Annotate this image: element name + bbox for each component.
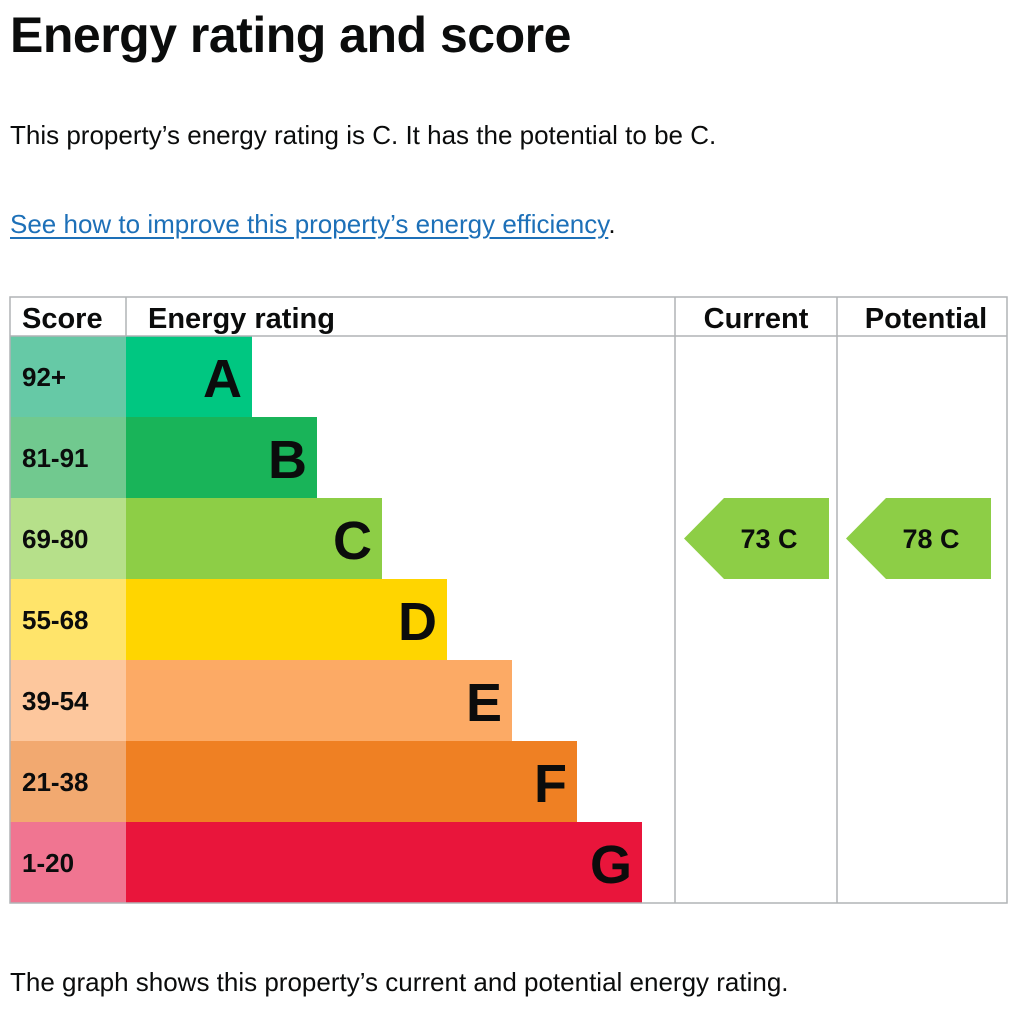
improve-paragraph: See how to improve this property’s energ…	[10, 209, 616, 240]
rating-letter-F: F	[534, 754, 567, 814]
table-border	[9, 296, 1008, 904]
potential-rating-label: 78 C	[902, 524, 959, 554]
rating-bar-A	[126, 336, 252, 417]
header-score: Score	[22, 303, 103, 335]
score-label-A: 92+	[22, 362, 66, 392]
rating-letter-A: A	[203, 349, 242, 409]
header-current: Current	[704, 303, 809, 335]
rating-summary: This property’s energy rating is C. It h…	[10, 120, 717, 150]
rating-bar-C	[126, 498, 382, 579]
score-label-E: 39-54	[22, 686, 89, 716]
rating-bar-E	[126, 660, 512, 741]
header-energy-rating: Energy rating	[148, 303, 335, 335]
score-cell-C	[10, 498, 126, 579]
score-label-B: 81-91	[22, 443, 89, 473]
energy-rating-chart: Score Energy rating Current Potential 92+ A 81…	[9, 296, 1008, 904]
score-cell-F	[10, 741, 126, 822]
header-potential: Potential	[865, 303, 987, 335]
score-cell-D	[10, 579, 126, 660]
score-label-D: 55-68	[22, 605, 89, 635]
score-cell-A	[10, 336, 126, 417]
link-suffix: .	[608, 209, 616, 239]
rating-bar-B	[126, 417, 317, 498]
score-label-G: 1-20	[22, 848, 74, 878]
rating-bar-F	[126, 741, 577, 822]
rating-letter-B: B	[268, 430, 307, 490]
current-rating-label: 73 C	[740, 524, 797, 554]
rating-letter-G: G	[590, 835, 632, 895]
page-title: Energy rating and score	[10, 7, 571, 63]
rating-bar-G	[126, 822, 642, 903]
improve-efficiency-link[interactable]: See how to improve this property’s energ…	[10, 209, 609, 239]
rating-letter-E: E	[466, 673, 502, 733]
score-label-C: 69-80	[22, 524, 89, 554]
potential-arrow	[846, 498, 991, 579]
rating-letter-D: D	[398, 592, 437, 652]
score-cell-E	[10, 660, 126, 741]
score-cell-B	[10, 417, 126, 498]
score-label-F: 21-38	[22, 767, 89, 797]
graph-description: The graph shows this property’s current …	[10, 967, 789, 997]
current-arrow	[684, 498, 829, 579]
score-cell-G	[10, 822, 126, 903]
rating-bar-D	[126, 579, 447, 660]
rating-letter-C: C	[333, 511, 372, 571]
